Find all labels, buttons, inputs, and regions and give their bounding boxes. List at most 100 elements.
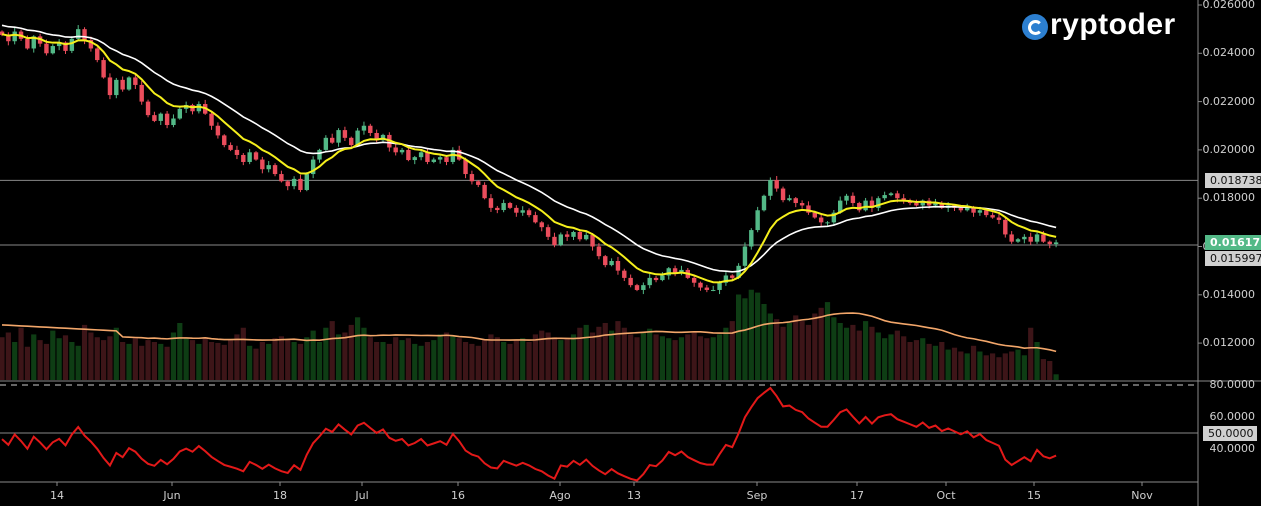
candle-body xyxy=(241,154,246,162)
candle-body xyxy=(437,157,443,160)
volume-bar xyxy=(755,292,761,380)
candle-body xyxy=(469,174,475,182)
volume-bar xyxy=(253,348,259,380)
volume-bar xyxy=(247,345,253,380)
candle-body xyxy=(933,203,938,206)
volume-bar xyxy=(513,340,519,380)
volume-bar xyxy=(228,340,234,380)
volume-bar xyxy=(101,340,107,380)
candle-body xyxy=(793,198,798,204)
candle-body xyxy=(418,152,424,158)
candle-body xyxy=(984,210,989,216)
volume-bar xyxy=(1028,327,1034,380)
volume-bar xyxy=(907,342,913,380)
candle-body xyxy=(31,36,36,49)
volume-bar xyxy=(501,342,507,380)
candle-body xyxy=(825,222,830,224)
volume-bar xyxy=(221,344,227,380)
candle-body xyxy=(990,215,995,218)
volume-bar xyxy=(570,334,577,380)
volume-bar xyxy=(386,343,392,380)
volume-bar xyxy=(1053,374,1059,380)
volume-bar xyxy=(126,343,132,380)
candle-body xyxy=(888,193,894,196)
candle-body xyxy=(209,113,214,126)
volume-bar xyxy=(736,294,742,380)
volume-bar xyxy=(507,343,513,380)
candle-body xyxy=(6,34,11,42)
candle-body xyxy=(349,137,354,146)
candle-body xyxy=(691,277,697,283)
candle-body xyxy=(698,282,703,288)
price-axis-label: 0.014000 xyxy=(1202,287,1256,301)
volume-bar xyxy=(564,338,570,380)
volume-bar xyxy=(132,338,138,380)
logo-text: ryptoder xyxy=(1050,8,1176,41)
volume-bar xyxy=(869,326,875,380)
rsi-axis-label: 50.0000 xyxy=(1203,426,1257,441)
volume-bar xyxy=(355,317,361,380)
candle-body xyxy=(171,118,176,126)
volume-bar xyxy=(577,327,583,380)
candle-body xyxy=(507,203,513,208)
volume-bar xyxy=(482,340,488,380)
logo-c-icon xyxy=(1022,14,1048,40)
volume-bar xyxy=(266,343,272,380)
volume-bar xyxy=(761,304,767,380)
volume-bar xyxy=(393,337,399,380)
volume-bar xyxy=(399,340,405,380)
volume-bar xyxy=(380,342,386,380)
candle-body xyxy=(126,77,132,90)
candle-body xyxy=(158,113,163,121)
volume-bar xyxy=(786,323,792,380)
volume-bar xyxy=(539,330,545,380)
candle-body xyxy=(260,159,265,170)
price-tag-level-high: 0.018738 xyxy=(1205,173,1261,189)
volume-bar xyxy=(56,338,62,380)
volume-bar xyxy=(412,343,418,380)
candle-body xyxy=(812,212,817,218)
volume-bar xyxy=(799,321,805,380)
candle-body xyxy=(69,38,75,51)
volume-bar xyxy=(545,332,551,380)
volume-bar xyxy=(215,342,221,380)
candle-body xyxy=(863,200,868,211)
volume-bar xyxy=(882,338,888,380)
candle-body xyxy=(476,181,481,185)
candle-body xyxy=(266,165,271,170)
time-axis-label: Nov xyxy=(1131,489,1153,502)
candle-body xyxy=(545,227,551,237)
candle-body xyxy=(488,198,494,208)
volume-bar xyxy=(609,330,615,380)
volume-bar xyxy=(139,345,145,380)
candle-body xyxy=(704,287,710,290)
candle-body xyxy=(342,130,348,138)
volume-bar xyxy=(831,317,837,380)
candle-body xyxy=(609,260,614,266)
volume-bar xyxy=(901,336,907,380)
volume-bar xyxy=(164,346,170,380)
candle-body xyxy=(298,178,303,190)
volume-bar xyxy=(939,342,945,380)
candle-body xyxy=(730,275,735,278)
volume-bar xyxy=(177,323,183,380)
candle-body xyxy=(44,43,49,54)
volume-bar xyxy=(958,351,964,380)
candle-body xyxy=(393,147,398,153)
candle-body xyxy=(501,203,506,211)
time-axis-label: Jul xyxy=(355,489,369,502)
volume-bar xyxy=(748,289,754,380)
ema-slow-line xyxy=(1,24,1057,273)
candle-body xyxy=(552,236,557,246)
candle-body xyxy=(279,174,284,182)
volume-bar xyxy=(805,324,812,380)
volume-bar xyxy=(494,337,500,380)
candle-body xyxy=(120,79,125,90)
volume-bar xyxy=(462,342,469,380)
volume-bar xyxy=(653,334,659,380)
volume-bar xyxy=(1015,349,1021,380)
volume-bar xyxy=(335,334,342,380)
candle-body xyxy=(406,149,411,161)
volume-bar xyxy=(704,338,710,380)
